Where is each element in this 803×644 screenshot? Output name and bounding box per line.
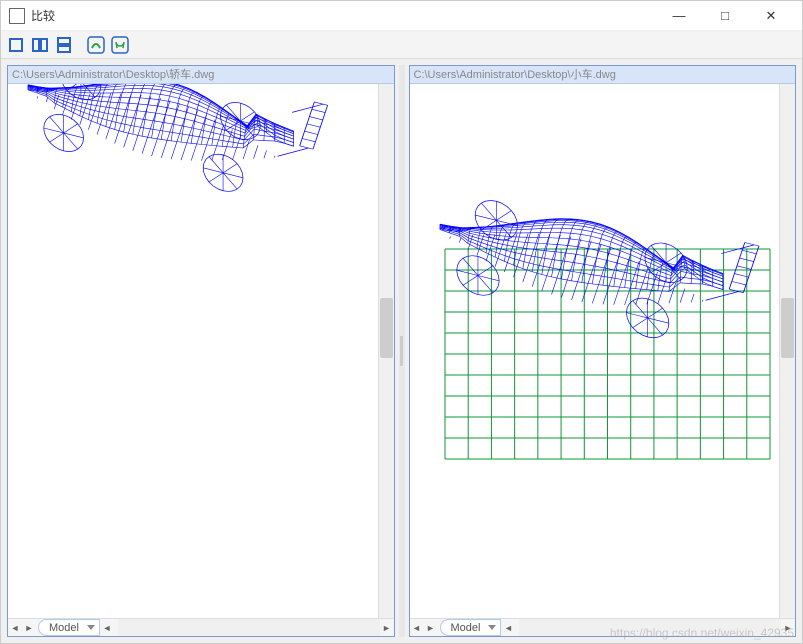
sync-pan-button[interactable] [109,34,131,56]
minimize-button[interactable]: — [656,2,702,30]
scroll-thumb[interactable] [380,298,393,358]
right-viewport[interactable] [410,84,780,618]
left-horizontal-scrollbar[interactable] [118,619,380,636]
window-title: 比较 [31,7,656,24]
right-pane-body [410,84,796,618]
left-footer: ◄ ► Model ◄ ► [8,618,394,636]
right-pane: C:\Users\Administrator\Desktop\小车.dwg ◄ … [409,65,797,637]
single-view-button[interactable] [5,34,27,56]
app-icon [9,8,25,24]
tile-vertical-button[interactable] [29,34,51,56]
left-pane-body [8,84,394,618]
scroll-thumb[interactable] [781,298,794,358]
left-vertical-scrollbar[interactable] [378,84,394,618]
tab-label: Model [49,622,79,634]
left-model-wireframe [8,84,378,618]
app-window: 比较 — □ ✕ C:\Users\Administrator\Desktop\… [0,0,803,644]
right-model-wireframe [410,84,780,618]
right-vertical-scrollbar[interactable] [779,84,795,618]
hscroll-right-icon[interactable]: ► [781,619,795,636]
left-viewport[interactable] [8,84,378,618]
sync-zoom-button[interactable] [85,34,107,56]
hscroll-left-icon[interactable]: ◄ [100,619,114,636]
tab-label: Model [451,622,481,634]
content-area: C:\Users\Administrator\Desktop\轿车.dwg ◄ … [1,59,802,643]
hscroll-right-icon[interactable]: ► [380,619,394,636]
left-pane-path: C:\Users\Administrator\Desktop\轿车.dwg [8,66,394,84]
titlebar[interactable]: 比较 — □ ✕ [1,1,802,31]
tab-prev-icon[interactable]: ◄ [410,619,424,636]
tab-next-icon[interactable]: ► [424,619,438,636]
right-horizontal-scrollbar[interactable] [519,619,781,636]
hscroll-left-icon[interactable]: ◄ [501,619,515,636]
tile-horizontal-button[interactable] [53,34,75,56]
right-pane-path: C:\Users\Administrator\Desktop\小车.dwg [410,66,796,84]
maximize-button[interactable]: □ [702,2,748,30]
close-button[interactable]: ✕ [748,2,794,30]
splitter-grip-icon [400,336,403,366]
left-pane: C:\Users\Administrator\Desktop\轿车.dwg ◄ … [7,65,395,637]
window-controls: — □ ✕ [656,2,794,30]
tab-prev-icon[interactable]: ◄ [8,619,22,636]
right-tab-model[interactable]: Model [440,619,502,636]
right-footer: ◄ ► Model ◄ ► [410,618,796,636]
tab-next-icon[interactable]: ► [22,619,36,636]
left-tab-model[interactable]: Model [38,619,100,636]
toolbar [1,31,802,59]
vertical-splitter[interactable] [399,65,405,637]
